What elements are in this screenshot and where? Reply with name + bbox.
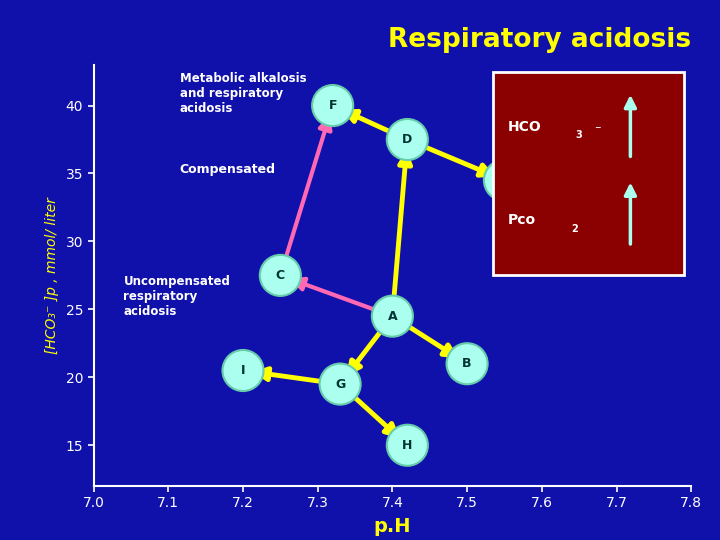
X-axis label: p.H: p.H [374,517,411,536]
Ellipse shape [312,85,354,126]
Text: C: C [276,269,285,282]
FancyBboxPatch shape [493,72,684,275]
Text: E: E [500,174,509,187]
Text: B: B [462,357,472,370]
Text: F: F [328,99,337,112]
Text: 3: 3 [575,130,582,140]
Text: A: A [387,309,397,323]
Text: HCO: HCO [508,120,542,133]
Text: 2: 2 [572,224,578,233]
Text: I: I [240,364,246,377]
Ellipse shape [372,295,413,337]
Text: G: G [335,377,345,390]
Text: Respiratory acidosis: Respiratory acidosis [388,27,692,53]
Text: ⁻: ⁻ [594,124,600,137]
Text: Compensated: Compensated [179,163,276,176]
Text: H: H [402,438,413,452]
Text: Pco: Pco [508,213,536,227]
Y-axis label: [HCO₃⁻ ]p , mmol/ liter: [HCO₃⁻ ]p , mmol/ liter [45,197,58,354]
Text: D: D [402,133,413,146]
Ellipse shape [222,350,264,391]
Ellipse shape [484,160,525,201]
Ellipse shape [260,255,301,296]
Text: Metabolic alkalosis
and respiratory
acidosis: Metabolic alkalosis and respiratory acid… [179,72,306,114]
Ellipse shape [320,363,361,404]
Ellipse shape [446,343,487,384]
Text: Uncompensated
respiratory
acidosis: Uncompensated respiratory acidosis [124,275,230,319]
Ellipse shape [387,424,428,466]
Ellipse shape [387,119,428,160]
